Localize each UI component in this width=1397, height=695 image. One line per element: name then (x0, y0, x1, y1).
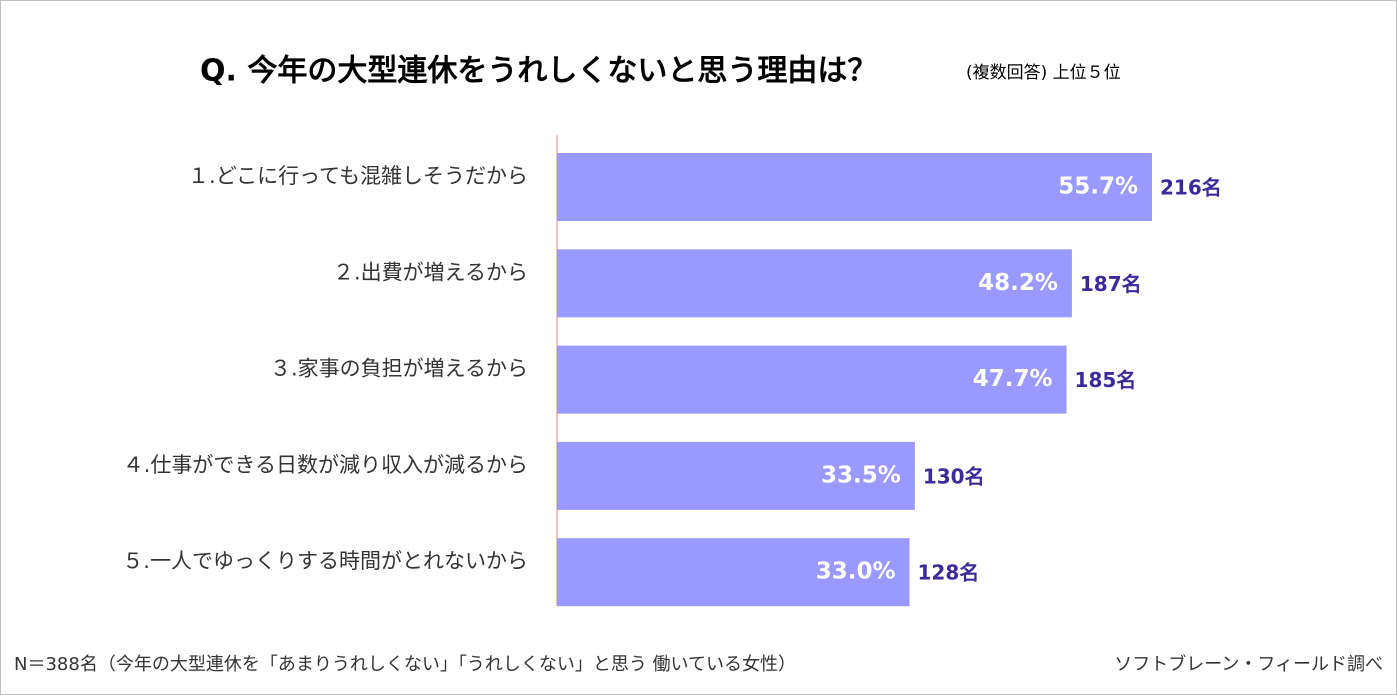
count-label: 187名 (1080, 272, 1142, 296)
count-label: 185名 (1075, 368, 1137, 392)
bar (557, 153, 1152, 221)
category-label: ３.家事の負担が増えるから (270, 357, 528, 381)
value-label: 33.5% (821, 462, 901, 488)
value-label: 47.7% (973, 366, 1053, 392)
category-label: ２.出費が増えるから (333, 260, 528, 284)
value-label: 48.2% (978, 270, 1058, 296)
bar (557, 345, 1067, 414)
bar (557, 441, 915, 510)
count-label: 128名 (918, 561, 980, 585)
category-label: ４.仕事ができる日数が減り収入が減るから (123, 453, 528, 477)
value-label: 33.0% (816, 559, 896, 585)
category-label: １.どこに行っても混雑しそうだから (188, 164, 528, 188)
value-label: 55.7% (1058, 174, 1138, 200)
count-label: 216名 (1160, 176, 1222, 200)
source: ソフトブレーン・フィールド調べ (1114, 653, 1383, 675)
category-label: ５.一人でゆっくりする時間がとれないから (122, 549, 528, 573)
chart-subtitle: (複数回答) 上位５位 (966, 63, 1121, 83)
chart-title: Q. 今年の大型連休をうれしくないと思う理由は？ (200, 54, 877, 89)
count-label: 130名 (923, 464, 985, 488)
bar (557, 249, 1072, 318)
note: N＝388名（今年の大型連休を「あまりうれしくない」「うれしくない」と思う 働い… (14, 654, 796, 675)
bar (557, 538, 910, 607)
